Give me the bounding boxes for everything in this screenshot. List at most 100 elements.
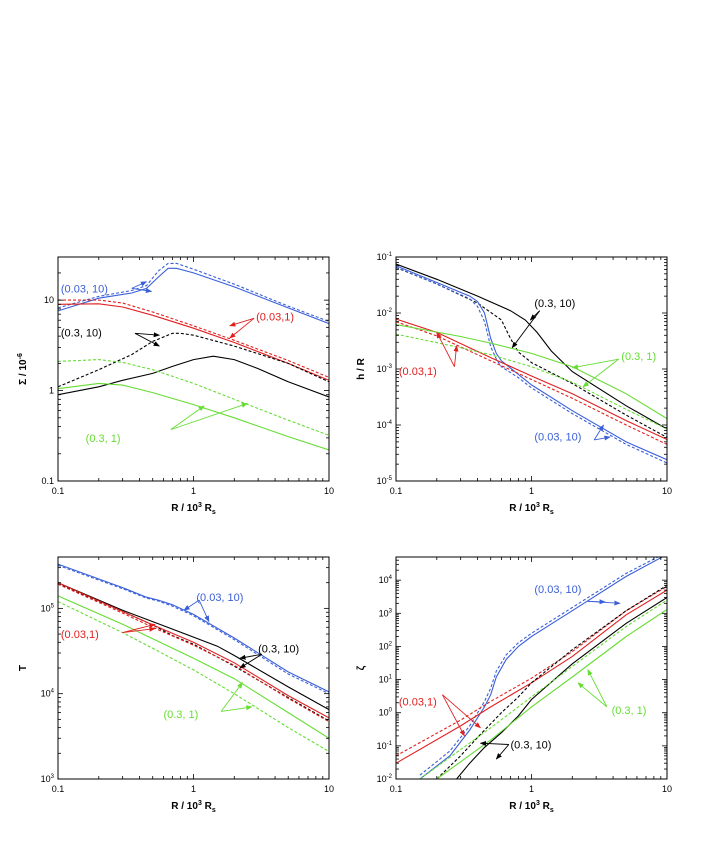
series-line-blue-dashed xyxy=(419,557,659,776)
annotation-arrow xyxy=(170,405,205,430)
annotation-arrow xyxy=(170,402,249,431)
series-line-blue-dashed xyxy=(58,564,329,695)
series-group xyxy=(396,557,667,779)
series-line-red-dashed xyxy=(396,585,667,757)
series-line-green-solid xyxy=(396,324,667,420)
annotation-arrow xyxy=(436,331,455,367)
annotation-label: (0.03, 10) xyxy=(196,592,243,604)
series-line-red-dashed xyxy=(58,299,329,378)
annotation-arrow xyxy=(442,694,481,729)
annotation-arrow xyxy=(122,623,156,634)
series-line-red-solid xyxy=(58,303,329,381)
annotation-arrow xyxy=(479,740,509,747)
x-axis-label: R / 103 Rs xyxy=(171,800,216,814)
y-tick-label: 104 xyxy=(41,689,55,699)
annotation-arrow xyxy=(587,669,608,708)
series-line-black-dashed xyxy=(58,332,329,388)
annotation-arrow xyxy=(221,705,253,712)
series-line-blue-dashed xyxy=(58,262,329,323)
x-tick-label: 0.1 xyxy=(390,784,403,794)
y-axis-label: Σ / 10-6 xyxy=(17,353,29,385)
annotation-arrow xyxy=(131,287,153,294)
y-tick-label: 100 xyxy=(379,708,393,718)
annotation-label: (0.03,1) xyxy=(399,366,437,378)
annotation-arrow xyxy=(582,358,619,388)
annotation-label: (0.03,1) xyxy=(61,629,99,641)
y-tick-label: 0.1 xyxy=(41,476,54,486)
series-line-blue-solid xyxy=(396,265,667,461)
annotation-label: (0.3, 10) xyxy=(534,298,575,310)
series-line-black-solid xyxy=(58,582,329,711)
annotation-arrow xyxy=(122,626,156,634)
annotation-arrow xyxy=(587,600,621,606)
x-tick-label: 0.1 xyxy=(52,784,65,794)
x-axis-label: R / 103 Rs xyxy=(171,502,216,516)
annotation-label: (0.03,1) xyxy=(399,696,437,708)
series-line-red-dashed xyxy=(58,583,329,723)
x-tick-label: 1 xyxy=(529,486,534,496)
y-tick-label: 10 xyxy=(44,295,54,305)
annotation-label: (0.03, 10) xyxy=(534,432,581,444)
annotation-label: (0.3, 1) xyxy=(621,351,656,363)
x-tick-label: 1 xyxy=(191,784,196,794)
annotation-label: (0.3, 10) xyxy=(258,643,299,655)
series-line-green-solid xyxy=(58,595,329,739)
annotation-label: (0.3, 1) xyxy=(163,709,198,721)
annotation-arrow xyxy=(239,653,263,660)
y-tick-label: 10-3 xyxy=(377,364,393,374)
y-axis-label: h / R xyxy=(356,357,367,379)
annotation-arrow xyxy=(131,281,148,289)
series-line-red-solid xyxy=(58,582,329,719)
y-tick-label: 102 xyxy=(379,641,393,651)
panel-temperature: 0.1 1 10 103 104 105 R / 103 Rs T (0.03, 10) (0.0… xyxy=(18,556,334,814)
annotation-label: (0.3, 10) xyxy=(511,739,552,751)
x-tick-label: 10 xyxy=(324,784,334,794)
annotation-arrow xyxy=(495,744,510,760)
annotation-arrow xyxy=(442,694,465,737)
annotation-arrow xyxy=(134,332,160,347)
x-axis-label: R / 103 Rs xyxy=(509,800,554,814)
y-axis-label: ζ xyxy=(356,665,367,670)
y-tick-label: 104 xyxy=(379,575,393,585)
y-tick-label: 103 xyxy=(379,608,393,618)
y-tick-label: 10-2 xyxy=(377,774,393,784)
annotation-label: (0.03, 10) xyxy=(61,283,108,295)
series-line-black-solid xyxy=(396,263,667,430)
panel-zeta: 0.1 1 10 10-2 10-1 100 101 102 103 104 R / 103 Rs ζ… xyxy=(356,556,672,814)
y-tick-label: 105 xyxy=(41,603,55,613)
series-group xyxy=(58,563,329,752)
series-line-green-solid xyxy=(58,382,329,451)
y-tick-label: 10-1 xyxy=(377,741,393,751)
annotation-arrow xyxy=(239,653,263,669)
annotation-arrow xyxy=(134,332,161,338)
series-line-green-dashed xyxy=(58,601,329,752)
plot-frame xyxy=(57,556,330,780)
series-line-black-dashed xyxy=(436,584,667,779)
annotation-arrow xyxy=(594,435,611,441)
annotation-label: (0.03,1) xyxy=(256,311,294,323)
series-line-green-dashed xyxy=(58,359,329,436)
series-line-black-solid xyxy=(58,355,329,398)
y-tick-label: 10-5 xyxy=(377,476,393,486)
x-tick-label: 0.1 xyxy=(52,486,65,496)
panel-surface-density: 0.1 1 10 0.1 1 10 R / 103 Rs Σ / 10-6 (0.03, 10)… xyxy=(17,256,334,516)
x-tick-label: 10 xyxy=(662,486,672,496)
annotation-arrow xyxy=(198,599,210,623)
x-tick-label: 0.1 xyxy=(390,486,403,496)
y-tick-label: 101 xyxy=(379,675,393,685)
x-tick-label: 10 xyxy=(662,784,672,794)
annotation-label: (0.3, 1) xyxy=(612,705,647,717)
series-line-green-dashed xyxy=(396,333,667,430)
series-line-blue-solid xyxy=(419,557,664,779)
annotation-arrow xyxy=(183,599,200,611)
x-axis-label: R / 103 Rs xyxy=(509,502,554,516)
annotation-arrow xyxy=(229,317,255,339)
series-line-red-dashed xyxy=(396,321,667,445)
annotation-arrow xyxy=(453,345,459,367)
annotation-label: (0.03, 10) xyxy=(534,584,581,596)
annotation-label: (0.3, 1) xyxy=(86,433,121,445)
y-tick-label: 10-1 xyxy=(377,252,393,262)
series-line-blue-dashed xyxy=(396,266,667,464)
series-line-green-solid xyxy=(436,609,667,779)
